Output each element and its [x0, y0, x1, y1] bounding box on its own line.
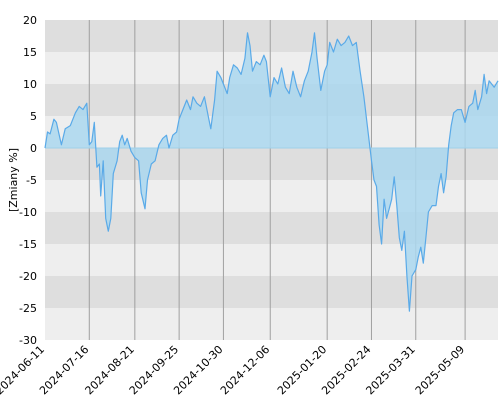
y-tick-label: 0	[30, 142, 37, 155]
grid-band	[45, 244, 498, 276]
vertical-gridlines	[88, 20, 466, 340]
series-layer	[44, 32, 499, 312]
y-tick-label: -30	[19, 334, 37, 347]
y-axis-label: [Zmiany %]	[7, 148, 20, 212]
y-tick-label: 20	[23, 14, 37, 27]
grid-band	[45, 276, 498, 308]
y-tick-label: -25	[19, 302, 37, 315]
x-tick-label: 2025-05-09	[413, 343, 467, 397]
grid-band	[45, 20, 498, 52]
grid-band	[45, 212, 498, 244]
y-tick-label: 10	[23, 78, 37, 91]
y-tick-label: -15	[19, 238, 37, 251]
x-axis-tick-labels: 2024-06-112024-07-162024-08-212024-09-25…	[0, 343, 467, 397]
y-axis-tick-labels: 20 15 10 5 0 -5 -10 -15 -20 -25 -30	[19, 14, 37, 347]
y-tick-label: 15	[23, 46, 37, 59]
y-tick-label: 5	[30, 110, 37, 123]
y-tick-label: -20	[19, 270, 37, 283]
grid-band	[45, 308, 498, 340]
y-tick-label: -5	[26, 174, 37, 187]
grid-band	[45, 52, 498, 84]
y-tick-label: -10	[19, 206, 37, 219]
x-tick-label: 2024-12-06	[218, 343, 272, 397]
series-line	[44, 32, 499, 312]
series-area	[45, 32, 498, 312]
